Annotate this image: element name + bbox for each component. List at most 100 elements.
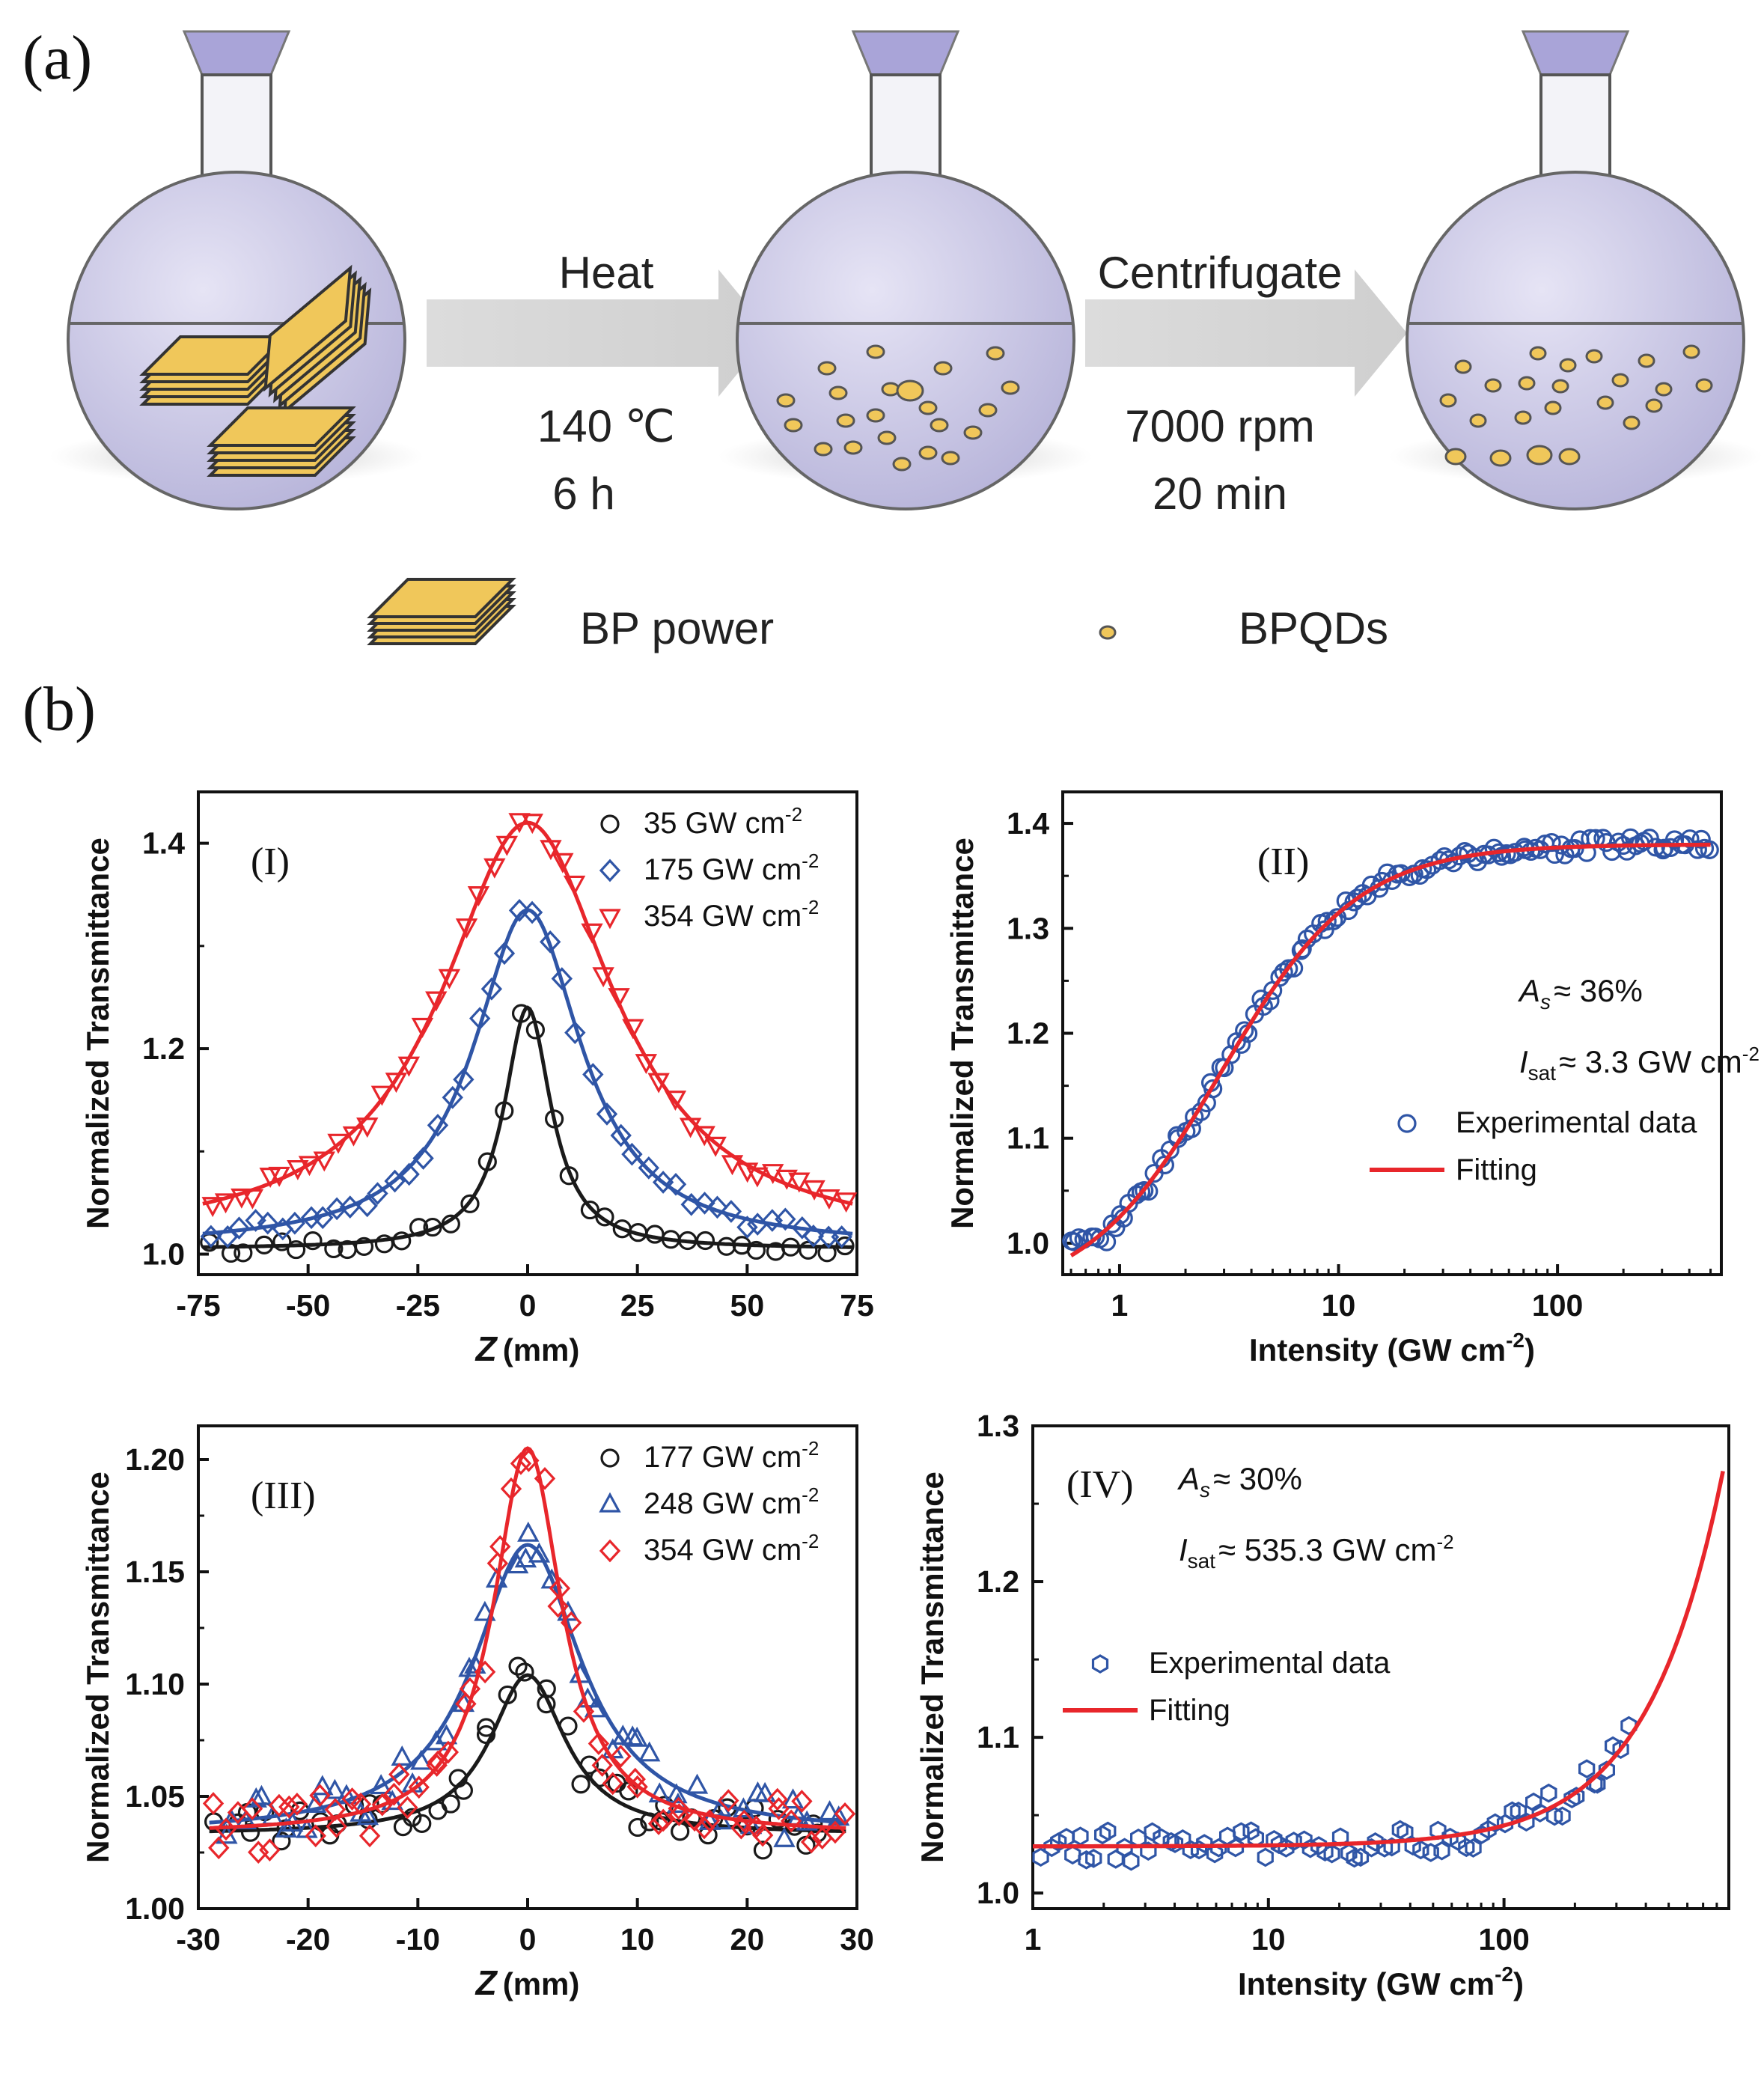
data-point: [241, 1797, 263, 1820]
data-point: [1093, 1825, 1111, 1845]
data-point: [802, 1225, 825, 1248]
data-point: [272, 1232, 292, 1251]
y-tick-label: 1.4: [142, 826, 185, 861]
data-point: [781, 1788, 805, 1809]
data-point: [730, 1816, 752, 1840]
y-tick-label: 1.0: [142, 1237, 185, 1272]
data-point: [214, 1193, 237, 1214]
data-point: [1235, 1021, 1254, 1040]
data-point: [591, 1754, 613, 1777]
y-tick-label: 1.05: [125, 1779, 185, 1814]
data-point: [1233, 1822, 1250, 1842]
data-point: [768, 1797, 790, 1820]
data-point: [257, 1211, 278, 1235]
data-point: [1458, 1838, 1475, 1858]
data-point: [1542, 832, 1561, 853]
data-point: [775, 1169, 798, 1190]
data-point: [358, 1824, 381, 1848]
y-tick-label: 1.3: [977, 1409, 1019, 1443]
data-point: [1546, 1806, 1563, 1826]
panel-a-label: (a): [22, 23, 92, 93]
data-point: [309, 1784, 331, 1808]
data-point: [773, 1826, 796, 1847]
data-point: [1064, 1232, 1084, 1251]
x-tick-label: 1: [1111, 1288, 1129, 1323]
data-point: [834, 1802, 856, 1826]
chart-III: -30 -20 -10 0 10 20 30 1.00 1.05 1.10 1.15 1.20 Norm…: [80, 1424, 874, 2002]
x-axis-text: Intensity (GW cm: [1249, 1332, 1506, 1367]
data-point: [1586, 1774, 1603, 1794]
data-point: [323, 1778, 347, 1799]
annotation-isat: Isat≈ 3.3 GW cm-2: [1519, 1043, 1760, 1085]
flask-1: [49, 30, 424, 510]
data-point: [510, 1451, 532, 1475]
data-point: [1563, 1789, 1581, 1809]
data-point: [393, 1817, 413, 1837]
x-tick-label: 30: [840, 1922, 874, 1957]
data-point: [831, 1225, 852, 1248]
legend-bp-power: BP power: [369, 578, 774, 653]
as-symbol: A: [1517, 973, 1540, 1008]
data-point: [610, 1745, 632, 1768]
legend-marker: [600, 1448, 620, 1468]
data-point: [248, 1841, 269, 1864]
data-point: [1293, 939, 1312, 959]
data-point: [775, 1207, 796, 1231]
x-tick-label: -10: [396, 1922, 440, 1957]
annotation-as: As≈ 36%: [1517, 973, 1643, 1013]
data-point: [305, 1824, 326, 1848]
fit-line: [209, 1673, 846, 1834]
data-point: [1465, 1838, 1482, 1858]
legend-sup: -2: [802, 896, 819, 918]
as-sub: s: [1540, 990, 1551, 1013]
data-point: [1598, 1760, 1615, 1780]
x-axis-text: Intensity (GW cm: [1238, 1966, 1495, 2001]
x-tick-label: 10: [620, 1922, 655, 1957]
y-tick-label: 1.2: [142, 1031, 185, 1066]
data-point: [201, 1197, 224, 1218]
series-1: 248 GW cm-2: [209, 1483, 850, 1847]
data-point: [1433, 1841, 1450, 1861]
data-point: [693, 1816, 715, 1840]
data-point: [1578, 1759, 1596, 1779]
data-point: [1049, 1832, 1067, 1852]
data-point: [751, 1823, 774, 1847]
data-point: [278, 1795, 300, 1819]
isat-symbol: I: [1179, 1532, 1188, 1567]
data-point: [1043, 1838, 1060, 1858]
data-point: [350, 1792, 372, 1816]
data-point: [453, 1067, 474, 1091]
data-point: [1367, 1832, 1384, 1852]
isat-value: ≈ 3.3 GW cm: [1559, 1044, 1742, 1079]
data-point: [442, 1085, 463, 1109]
data-point: [409, 1218, 429, 1237]
data-point: [788, 1172, 811, 1193]
data-point: [228, 1216, 250, 1240]
legend-label: 248 GW cm-2: [644, 1483, 819, 1520]
data-point: [517, 1521, 540, 1542]
data-point: [1203, 1079, 1223, 1099]
fit-line: [1033, 1470, 1725, 1849]
x-tick-label: 10: [1322, 1288, 1356, 1323]
data-point: [1391, 864, 1411, 883]
data-point: [827, 1805, 850, 1826]
y-axis-label: Normalized Transmittance: [80, 838, 115, 1229]
x-axis-label: Z (mm): [474, 1963, 580, 2002]
data-point: [736, 1216, 758, 1239]
data-point: [356, 1805, 379, 1826]
legend-sup: -2: [802, 1437, 819, 1460]
data-point: [460, 1194, 480, 1213]
data-point: [571, 1775, 590, 1794]
data-point: [1323, 1844, 1340, 1864]
data-point: [1078, 1850, 1095, 1870]
data-point: [1504, 1801, 1521, 1821]
panel-roman-label: (II): [1257, 841, 1309, 883]
data-point: [528, 1542, 551, 1563]
data-point: [437, 1740, 460, 1764]
data-point: [694, 1192, 715, 1215]
x-axis-var: Z: [474, 1329, 498, 1368]
data-point: [324, 1239, 344, 1259]
data-point: [397, 1796, 418, 1820]
y-tick-label: 1.00: [125, 1891, 185, 1926]
